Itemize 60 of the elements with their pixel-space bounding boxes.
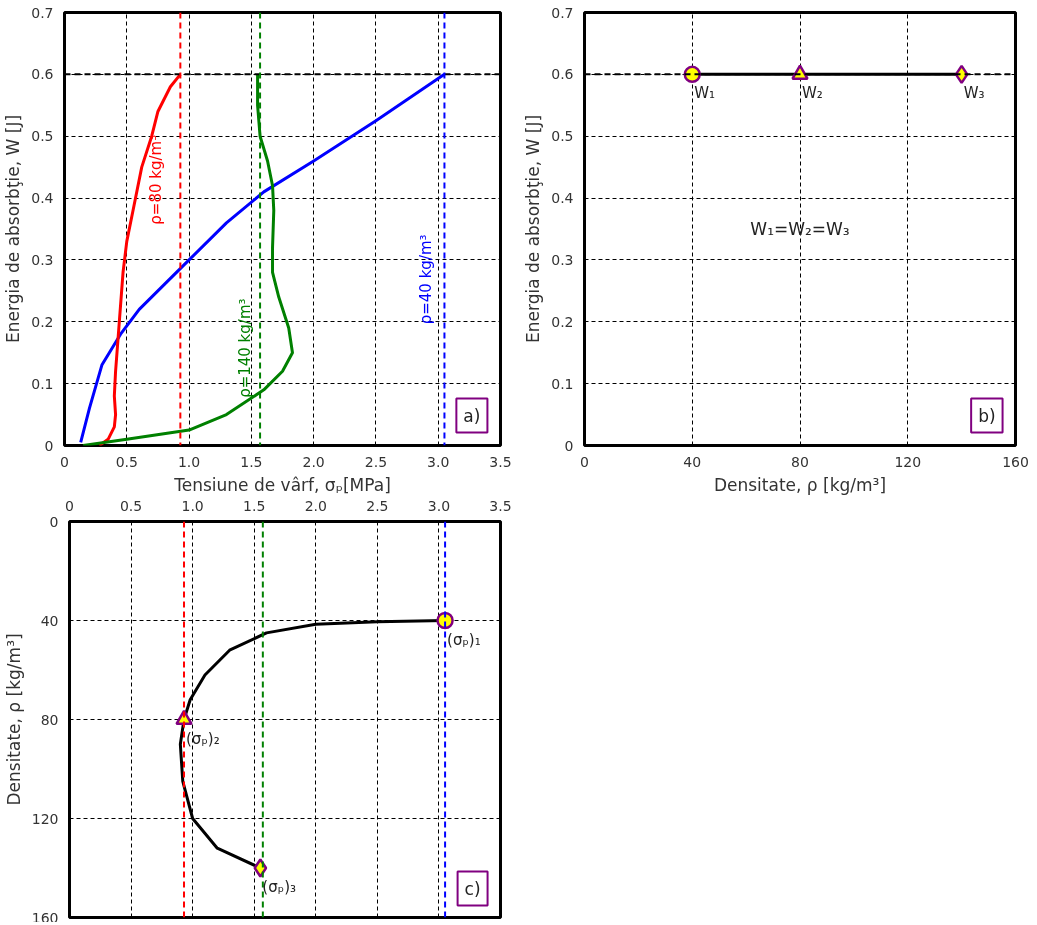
x-tick-label: 2.5 — [364, 453, 388, 470]
x-tick-label: 1.5 — [240, 453, 263, 470]
y-axis-title: Energia de absorbţie, W [J] — [3, 114, 24, 344]
y-tick-label: 0.4 — [551, 190, 574, 207]
x-tick-label: 2.0 — [302, 453, 325, 470]
y-tick-label: 0.5 — [31, 128, 54, 145]
y-tick-label: 0 — [564, 437, 574, 454]
x-tick-label: 3.0 — [427, 497, 451, 514]
y-tick-label: 0.7 — [31, 4, 54, 21]
x-tick-label: 1.0 — [177, 453, 201, 470]
x-tick-label: 2.5 — [366, 497, 389, 514]
x-tick-label: 2.0 — [304, 497, 327, 514]
x-tick-label: 1.0 — [181, 497, 204, 514]
y-tick-label: 0.7 — [551, 4, 574, 21]
x-tick-label: 3.0 — [427, 453, 450, 470]
y-tick-label: 0.1 — [551, 375, 574, 392]
y-tick-label: 120 — [31, 810, 59, 827]
x-tick-label: 160 — [1002, 453, 1029, 470]
annotation: a) — [463, 405, 481, 426]
y-tick-label: 40 — [40, 612, 59, 629]
x-tick-label: 120 — [894, 453, 922, 470]
x-tick-label: 1.5 — [243, 497, 266, 514]
x-tick-label: 80 — [791, 453, 809, 470]
annotation: (σₚ)₃ — [262, 878, 297, 896]
x-axis-title: Tensiune de vârf, σₚ[MPa] — [173, 474, 391, 495]
annotation: W₃ — [963, 84, 985, 103]
annotation: (σₚ)₁ — [447, 630, 481, 649]
annotation: W₁=W₂=W₃ — [750, 219, 850, 239]
text: ρ=40 kg/m³ — [417, 234, 436, 325]
text: ρ=140 kg/m³ — [236, 298, 254, 398]
y-tick-label: 0.3 — [551, 251, 574, 268]
annotation: c) — [464, 878, 481, 899]
y-tick-label: 0.5 — [551, 128, 574, 145]
y-axis-title: Densitate, ρ [kg/m³] — [3, 633, 24, 806]
x-tick-label: 40 — [683, 453, 702, 470]
y-tick-label: 0.3 — [31, 251, 54, 268]
y-tick-label: 160 — [31, 909, 59, 925]
y-axis-title: Energia de absorbţie, W [J] — [523, 114, 544, 344]
annotation: b) — [978, 405, 996, 426]
y-tick-label: 0.2 — [551, 313, 574, 330]
y-tick-label: 0 — [44, 437, 54, 454]
annotation: W₁ — [694, 84, 716, 103]
y-tick-label: 0.2 — [31, 313, 54, 330]
x-axis-title: Densitate, ρ [kg/m³] — [713, 474, 887, 495]
y-tick-label: 0.6 — [551, 66, 574, 83]
annotation: W₂ — [802, 84, 823, 103]
annotation: (σₚ)₂ — [186, 729, 220, 748]
y-tick-label: 0.6 — [31, 66, 54, 83]
text: ρ=80 kg/m³ — [146, 134, 165, 225]
x-tick-label: 3.5 — [489, 453, 512, 470]
y-tick-label: 0.1 — [31, 375, 54, 392]
point — [253, 858, 268, 878]
y-tick-label: 0.4 — [31, 190, 54, 207]
x-tick-label: 0 — [580, 453, 589, 470]
x-tick-label: 0 — [65, 497, 74, 514]
x-tick-label: 0.5 — [115, 453, 138, 470]
y-tick-label: 80 — [40, 711, 59, 728]
x-tick-label: 3.5 — [489, 497, 512, 514]
x-tick-label: 0.5 — [119, 497, 143, 514]
y-tick-label: 0 — [49, 513, 59, 530]
